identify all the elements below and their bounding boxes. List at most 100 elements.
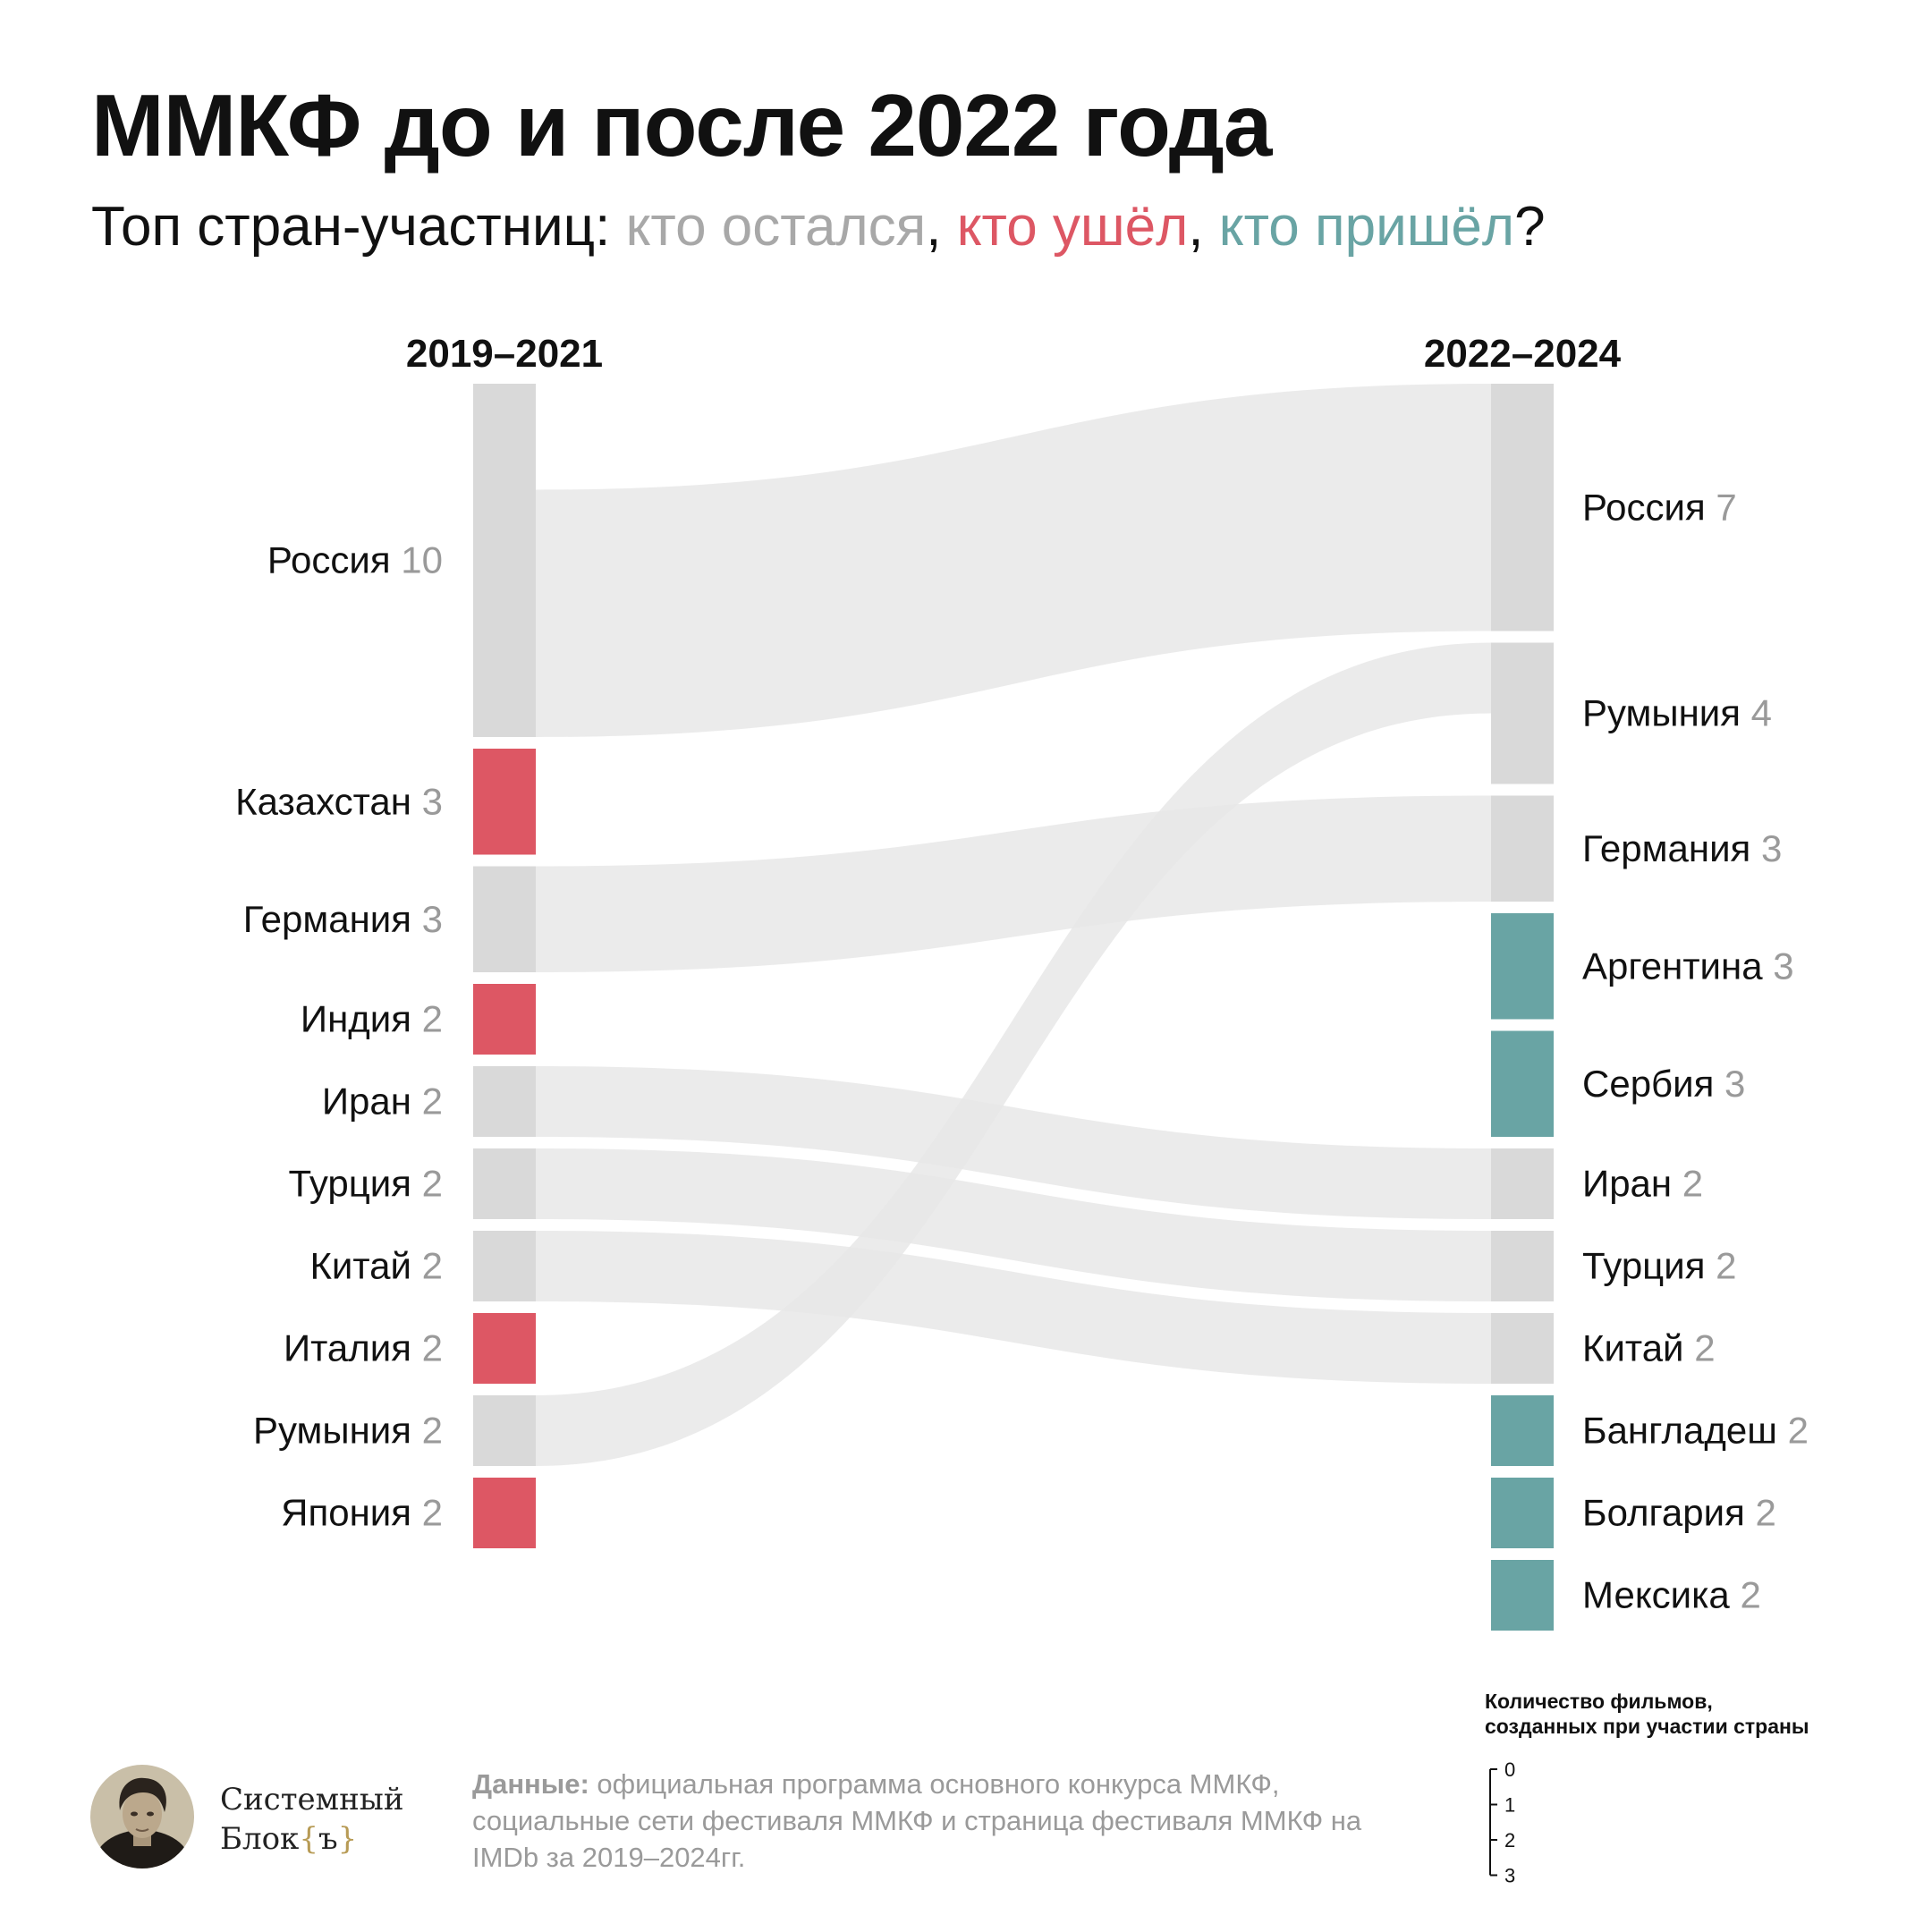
left-label-румыния: Румыния 2 bbox=[253, 1410, 443, 1452]
left-label-индия: Индия 2 bbox=[301, 998, 443, 1040]
country-name: Россия bbox=[267, 539, 401, 581]
left-label-иран: Иран 2 bbox=[322, 1080, 443, 1123]
left-node-япония bbox=[473, 1478, 536, 1548]
left-label-казахстан: Казахстан 3 bbox=[235, 780, 443, 822]
right-label-бангладеш: Бангладеш 2 bbox=[1582, 1410, 1809, 1452]
left-label-китай: Китай 2 bbox=[309, 1245, 443, 1287]
logo-portrait-icon bbox=[90, 1765, 194, 1868]
right-node-германия bbox=[1491, 795, 1554, 902]
right-label-китай: Китай 2 bbox=[1582, 1327, 1716, 1369]
country-value: 2 bbox=[1756, 1492, 1776, 1534]
flow-link-россия bbox=[536, 384, 1491, 737]
flow-link-румыния bbox=[536, 642, 1491, 1466]
source-text: официальная программа основного конкурса… bbox=[472, 1768, 1362, 1873]
country-value: 3 bbox=[422, 780, 443, 822]
chart-subtitle: Топ стран-участниц: кто остался, кто ушё… bbox=[91, 195, 1546, 258]
country-name: Иран bbox=[1582, 1163, 1682, 1205]
right-label-сербия: Сербия 3 bbox=[1582, 1063, 1745, 1105]
column-header-right: 2022–2024 bbox=[1424, 332, 1622, 376]
brand-brace: } bbox=[337, 1821, 358, 1857]
right-node-бангладеш bbox=[1491, 1395, 1554, 1466]
country-name: Россия bbox=[1582, 486, 1716, 528]
country-value: 2 bbox=[422, 1245, 443, 1287]
left-label-германия: Германия 3 bbox=[243, 898, 443, 940]
country-value: 4 bbox=[1751, 692, 1772, 734]
right-label-мексика: Мексика 2 bbox=[1582, 1574, 1761, 1616]
source-label: Данные: bbox=[472, 1768, 589, 1800]
subtitle-separator: , bbox=[1188, 196, 1219, 258]
left-node-турция bbox=[473, 1148, 536, 1219]
left-node-россия bbox=[473, 384, 536, 737]
right-node-сербия bbox=[1491, 1030, 1554, 1137]
right-node-болгария bbox=[1491, 1478, 1554, 1548]
country-value: 2 bbox=[1682, 1163, 1703, 1205]
flow-link-китай bbox=[536, 1231, 1491, 1384]
country-value: 7 bbox=[1716, 486, 1736, 528]
flow-link-германия bbox=[536, 795, 1491, 972]
brand-line-1: Системный bbox=[220, 1782, 404, 1818]
right-node-китай bbox=[1491, 1313, 1554, 1384]
country-value: 3 bbox=[422, 898, 443, 940]
legend-tick-label: 3 bbox=[1504, 1865, 1515, 1887]
column-header-left: 2019–2021 bbox=[406, 332, 603, 376]
left-node-иран bbox=[473, 1066, 536, 1137]
country-name: Казахстан bbox=[235, 780, 421, 822]
country-name: Румыния bbox=[253, 1410, 422, 1452]
country-name: Япония bbox=[281, 1492, 422, 1534]
right-node-мексика bbox=[1491, 1560, 1554, 1631]
right-node-россия bbox=[1491, 384, 1554, 631]
country-value: 2 bbox=[1694, 1327, 1715, 1369]
country-value: 2 bbox=[422, 1410, 443, 1452]
left-label-япония: Япония 2 bbox=[281, 1492, 443, 1534]
country-name: Турция bbox=[1582, 1245, 1716, 1287]
left-node-китай bbox=[473, 1231, 536, 1301]
right-node-аргентина bbox=[1491, 913, 1554, 1020]
brand-name: Системный Блок{ъ} bbox=[220, 1780, 403, 1859]
country-name: Китай bbox=[1582, 1327, 1694, 1369]
data-source-note: Данные: официальная программа основного … bbox=[472, 1766, 1367, 1876]
right-label-россия: Россия 7 bbox=[1582, 486, 1737, 528]
left-node-италия bbox=[473, 1313, 536, 1384]
subtitle-came: кто пришёл bbox=[1218, 196, 1515, 258]
country-name: Германия bbox=[1582, 827, 1761, 869]
right-label-болгария: Болгария 2 bbox=[1582, 1492, 1776, 1534]
left-node-румыния bbox=[473, 1395, 536, 1466]
country-value: 2 bbox=[422, 998, 443, 1040]
right-label-иран: Иран 2 bbox=[1582, 1163, 1703, 1205]
legend-tick-label: 0 bbox=[1504, 1758, 1515, 1781]
brand-letter: ъ bbox=[318, 1821, 338, 1857]
country-value: 2 bbox=[1716, 1245, 1736, 1287]
right-node-иран bbox=[1491, 1148, 1554, 1219]
country-value: 10 bbox=[401, 539, 443, 581]
brand-word: Блок bbox=[220, 1821, 300, 1857]
left-node-казахстан bbox=[473, 749, 536, 855]
country-value: 2 bbox=[1740, 1574, 1760, 1616]
country-value: 3 bbox=[1724, 1063, 1745, 1105]
left-label-турция: Турция 2 bbox=[289, 1163, 443, 1205]
left-node-германия bbox=[473, 866, 536, 972]
country-name: Китай bbox=[309, 1245, 421, 1287]
country-name: Сербия bbox=[1582, 1063, 1724, 1105]
country-value: 2 bbox=[422, 1080, 443, 1123]
subtitle-prefix: Топ стран-участниц: bbox=[91, 196, 626, 258]
country-name: Индия bbox=[301, 998, 422, 1040]
country-value: 2 bbox=[422, 1327, 443, 1369]
legend-title-line-2: созданных при участии страны bbox=[1485, 1715, 1809, 1738]
country-name: Румыния bbox=[1582, 692, 1751, 734]
right-label-аргентина: Аргентина 3 bbox=[1582, 945, 1794, 987]
subtitle-left: кто ушёл bbox=[956, 196, 1189, 258]
country-name: Болгария bbox=[1582, 1492, 1756, 1534]
left-label-россия: Россия 10 bbox=[267, 539, 443, 581]
subtitle-stayed: кто остался bbox=[625, 196, 927, 258]
left-node-индия bbox=[473, 984, 536, 1055]
country-value: 2 bbox=[422, 1163, 443, 1205]
country-name: Аргентина bbox=[1582, 945, 1773, 987]
country-name: Турция bbox=[289, 1163, 422, 1205]
flow-link-иран bbox=[536, 1066, 1491, 1219]
legend-tick-label: 1 bbox=[1504, 1794, 1515, 1817]
right-label-турция: Турция 2 bbox=[1582, 1245, 1736, 1287]
chart-title: ММКФ до и после 2022 года bbox=[91, 76, 1272, 174]
subtitle-separator: , bbox=[926, 196, 957, 258]
country-name: Бангладеш bbox=[1582, 1410, 1788, 1452]
